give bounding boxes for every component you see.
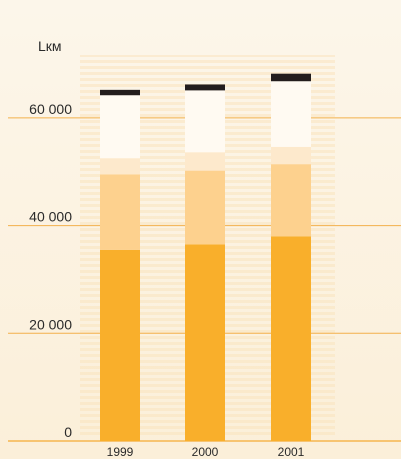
bars xyxy=(100,73,311,441)
unit-label: Lкм xyxy=(38,38,62,54)
y-tick-label: 0 xyxy=(64,424,72,440)
bar-segment xyxy=(185,90,225,153)
bar-segment xyxy=(100,95,140,159)
bar-segment xyxy=(100,249,140,441)
x-category-label: 2001 xyxy=(278,445,305,459)
bar-segment xyxy=(271,236,311,441)
bar-segment xyxy=(185,84,225,91)
bar-segment xyxy=(185,152,225,171)
bar-segment xyxy=(185,170,225,245)
y-tick-label: 60 000 xyxy=(29,101,72,117)
x-category-label: 2000 xyxy=(192,445,219,459)
x-category-label: 1999 xyxy=(107,445,134,459)
bar-segment xyxy=(271,164,311,237)
bar-segment xyxy=(100,174,140,250)
y-tick-label: 20 000 xyxy=(29,316,72,332)
bar-segment xyxy=(100,89,140,96)
bar-segment xyxy=(271,146,311,165)
bar-segment xyxy=(100,158,140,175)
bar-segment xyxy=(271,81,311,147)
y-tick-label: 40 000 xyxy=(29,209,72,225)
bar-segment xyxy=(271,73,311,82)
labels: 0 20 000 40 000 60 000 1999 2000 2001 xyxy=(29,101,304,459)
bar-segment xyxy=(185,244,225,441)
